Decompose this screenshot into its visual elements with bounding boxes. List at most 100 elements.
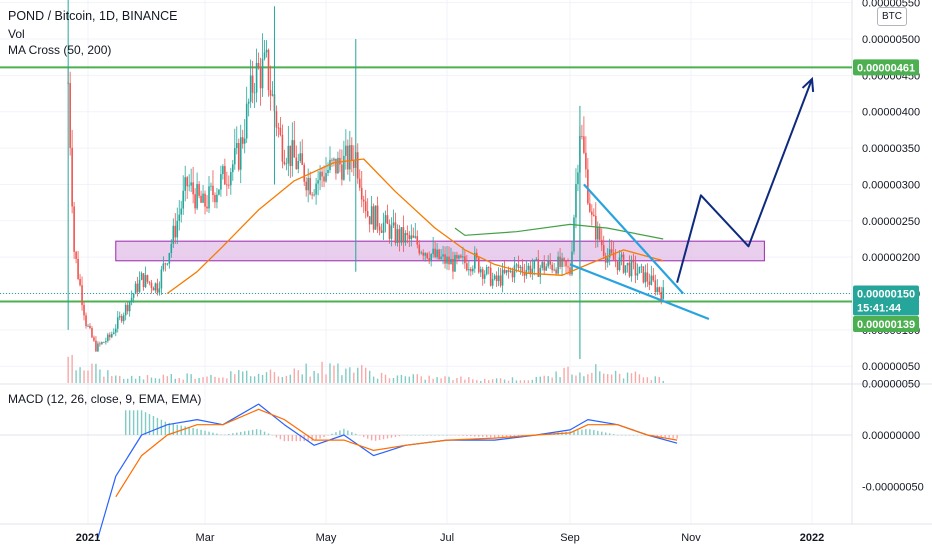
candle-body [309, 177, 311, 195]
macd-histogram-bar [323, 435, 325, 438]
volume-bar [166, 376, 169, 383]
candle-body [616, 261, 619, 271]
ma50-line [166, 158, 664, 295]
volume-bar [289, 374, 292, 383]
volume-bar [150, 377, 153, 383]
macd-histogram-bar [156, 417, 159, 435]
candle-body [537, 259, 540, 277]
volume-legend[interactable]: Vol [8, 27, 25, 41]
candle-body [230, 172, 232, 186]
volume-bar [202, 377, 204, 383]
candle-body [291, 140, 294, 167]
macd-histogram-bar [577, 430, 579, 435]
candle-body [188, 185, 190, 187]
candle-body [614, 259, 617, 262]
volume-bar [599, 371, 601, 383]
macd-histogram-bar [331, 433, 333, 435]
volume-bar [83, 370, 85, 383]
support-tag: 0.00000139 [857, 319, 915, 331]
candle-body [596, 226, 599, 240]
ma-cross-legend[interactable]: MA Cross (50, 200) [8, 43, 112, 57]
volume-bar [222, 377, 224, 383]
trend-drawings[interactable] [569, 76, 815, 321]
candle-body [232, 164, 234, 173]
candle-body [408, 235, 411, 240]
volume-bar [507, 380, 510, 383]
candle-body [559, 256, 561, 267]
volume-bar [372, 376, 375, 383]
candle-body [337, 157, 339, 174]
macd-histogram-bar [466, 435, 468, 437]
volume-bar [487, 380, 490, 383]
candle-body [497, 275, 500, 282]
candle-body [144, 275, 147, 288]
macd-legend[interactable]: MACD (12, 26, close, 9, EMA, EMA) [8, 392, 202, 406]
volume-bar [595, 364, 597, 383]
candle-body [224, 166, 226, 185]
candle-body [392, 222, 395, 226]
candle-body [527, 265, 530, 270]
volume-bar [126, 378, 129, 383]
candle-body [531, 268, 534, 275]
candle-body [452, 258, 454, 272]
macd-histogram-bar [672, 435, 674, 439]
candle-body [632, 259, 635, 263]
candle-body [303, 164, 306, 182]
candle-body [529, 265, 532, 275]
macd-histogram-bar [168, 423, 171, 435]
candle-body [275, 111, 278, 128]
candle-body [362, 199, 365, 202]
candle-body [174, 225, 177, 238]
candle-body [585, 152, 587, 170]
volume-bar [575, 375, 577, 383]
candle-body [400, 227, 403, 243]
candle-body [382, 222, 385, 233]
horizontal-levels[interactable] [0, 66, 852, 303]
volume-bar [634, 371, 637, 383]
volume-bar [95, 363, 97, 383]
volume-bar [214, 376, 216, 383]
candle-body [124, 304, 127, 316]
symbol-title[interactable]: POND / Bitcoin, 1D, BINANCE [8, 9, 178, 23]
candle-body [212, 185, 214, 196]
candle-body [394, 222, 397, 243]
candle-body [269, 90, 272, 96]
candle-body [327, 170, 329, 173]
candle-body [539, 267, 542, 277]
volume-bar [559, 377, 561, 383]
candle-body [374, 205, 377, 230]
macd-histogram-bar [363, 435, 365, 438]
candle-body [642, 266, 645, 283]
candle-body [140, 273, 143, 280]
candle-body [509, 270, 512, 272]
macd-histogram-bar [347, 430, 349, 435]
candle-body [202, 193, 204, 203]
macd-histogram-bar [192, 427, 194, 435]
support-resistance-zone[interactable] [115, 240, 765, 262]
candle-body [545, 266, 548, 271]
volume-bar [610, 374, 613, 383]
candle-body [448, 256, 450, 265]
candle-body [470, 269, 472, 272]
volume-bar [142, 379, 145, 383]
candle-body [356, 152, 359, 179]
macd-tick-label: 0.00000050 [862, 379, 920, 391]
volume-bar [186, 373, 188, 383]
macd-tick-label: -0.00000050 [862, 482, 924, 494]
candle-body [204, 193, 206, 207]
candle-body [168, 253, 171, 264]
candle-body [432, 248, 434, 255]
volume-bar [313, 370, 315, 383]
candle-body [105, 341, 107, 343]
macd-histogram-bar [307, 435, 309, 442]
macd-histogram-bar [271, 435, 274, 436]
candle-body [430, 254, 432, 262]
macd-histogram-bar [327, 435, 329, 436]
volume-bar [491, 379, 494, 383]
volume-bar [119, 375, 121, 383]
currency-badge[interactable]: BTC [877, 7, 907, 26]
macd-histogram-bar [474, 435, 476, 437]
candle-body [517, 264, 520, 268]
candle-body [473, 252, 476, 269]
